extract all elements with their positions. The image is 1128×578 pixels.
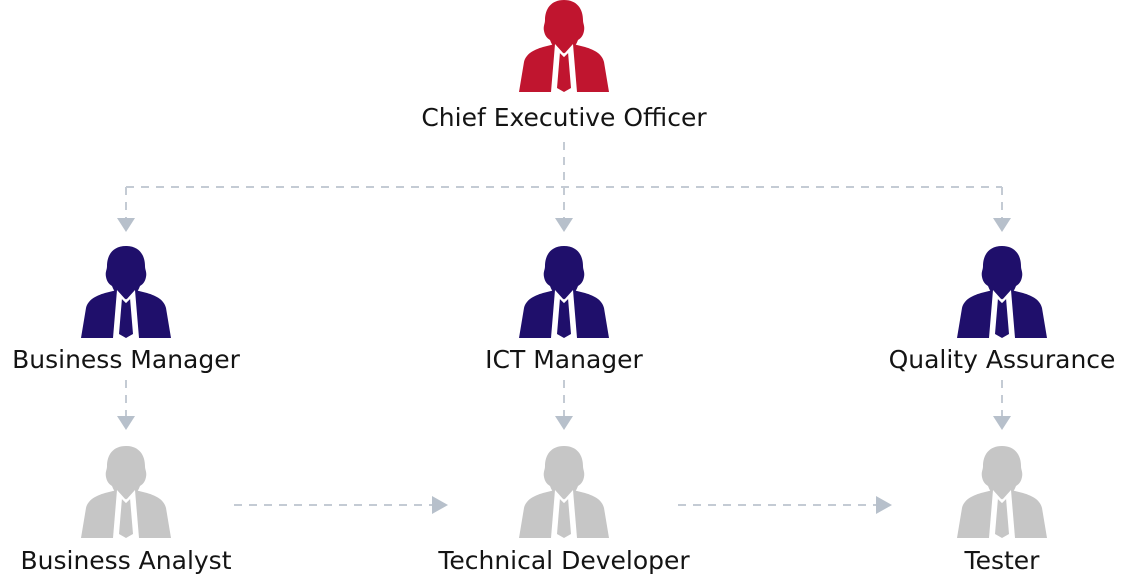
node-label: Technical Developer bbox=[437, 546, 690, 575]
arrowhead-quality-assurance bbox=[993, 218, 1011, 232]
person-icon bbox=[519, 0, 609, 92]
node-ict-manager: ICT Manager bbox=[485, 246, 644, 374]
node-label: Tester bbox=[964, 546, 1041, 575]
person-icon bbox=[957, 446, 1047, 538]
connectors bbox=[117, 142, 1011, 514]
arrowhead-ict-manager bbox=[555, 218, 573, 232]
node-label: Quality Assurance bbox=[889, 345, 1116, 374]
node-business-analyst: Business Analyst bbox=[20, 446, 232, 575]
node-quality-assurance: Quality Assurance bbox=[889, 246, 1116, 374]
person-icon bbox=[81, 446, 171, 538]
person-icon bbox=[519, 246, 609, 338]
node-label: ICT Manager bbox=[485, 345, 643, 374]
node-label: Business Manager bbox=[12, 345, 240, 374]
arrowhead-business-manager bbox=[117, 218, 135, 232]
arrowhead-tester bbox=[993, 416, 1011, 430]
node-business-manager: Business Manager bbox=[12, 246, 241, 374]
arrowhead-analyst-to-developer bbox=[432, 496, 448, 514]
person-icon bbox=[81, 246, 171, 338]
person-icon bbox=[957, 246, 1047, 338]
node-ceo: Chief Executive Officer bbox=[421, 0, 707, 132]
arrowhead-business-analyst bbox=[117, 416, 135, 430]
node-label: Business Analyst bbox=[20, 546, 231, 575]
node-tester: Tester bbox=[957, 446, 1047, 575]
person-icon bbox=[519, 446, 609, 538]
node-technical-developer: Technical Developer bbox=[437, 446, 690, 575]
arrowhead-developer-to-tester bbox=[876, 496, 892, 514]
node-label: Chief Executive Officer bbox=[421, 103, 707, 132]
arrowhead-technical-developer bbox=[555, 416, 573, 430]
